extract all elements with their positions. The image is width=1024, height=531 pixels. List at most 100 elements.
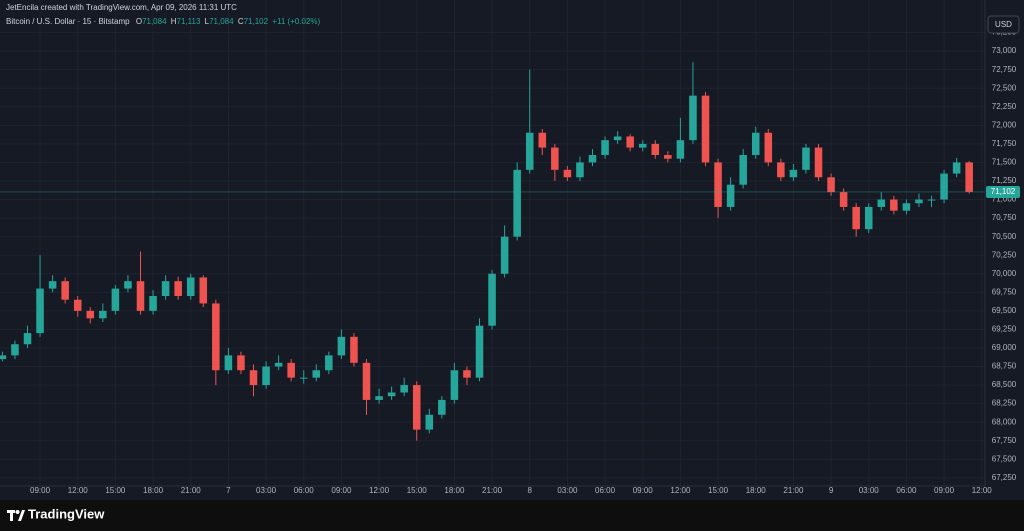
candle-body (802, 147, 810, 170)
candle-body (337, 336, 346, 356)
x-tick-label: 15:00 (708, 486, 729, 495)
x-tick-label: 18:00 (444, 486, 465, 495)
candle-body (262, 366, 270, 386)
x-tick-label: 18:00 (746, 486, 767, 495)
candle-body (463, 370, 471, 378)
candle-body (11, 344, 19, 356)
candle-body (739, 155, 747, 185)
candle-body (99, 310, 107, 319)
y-tick-label: 69,500 (992, 306, 1017, 315)
credit: JetEncila created with TradingView.com, … (6, 3, 237, 12)
candle-body (751, 132, 760, 156)
currency-button[interactable] (987, 15, 1020, 34)
candle-body (412, 385, 421, 430)
candle-body (764, 132, 773, 163)
candle-body (387, 392, 396, 397)
brand: TradingView (28, 506, 105, 521)
y-tick-label: 73,000 (992, 46, 1017, 55)
ohlc-value: 71,084 (209, 17, 234, 26)
ohlc-value: 71,102 (244, 17, 269, 26)
y-tick-label: 71,500 (992, 158, 1017, 167)
x-tick-label: 21:00 (783, 486, 804, 495)
candle-body (325, 355, 333, 371)
x-tick-label: 03:00 (256, 486, 277, 495)
ohlc-value: 71,113 (177, 17, 201, 26)
candle-body (927, 199, 936, 201)
x-tick-label: 09:00 (633, 486, 654, 495)
candle-body (940, 173, 948, 200)
candle-body (73, 299, 82, 311)
candle-body (23, 333, 32, 345)
symbol: Bitcoin / U.S. Dollar · 15 · Bitstamp (6, 17, 130, 26)
y-tick-label: 68,250 (992, 399, 1017, 408)
ohlc-key: H (171, 17, 177, 26)
y-tick-label: 71,750 (992, 139, 1017, 148)
y-tick-label: 72,750 (992, 65, 1017, 74)
candle-body (299, 377, 308, 379)
candle-body (877, 199, 886, 207)
candle-body (48, 281, 57, 289)
candle-body (525, 132, 534, 170)
candle-body (212, 303, 220, 371)
x-tick-label: 12:00 (670, 486, 691, 495)
currency[interactable]: USD (995, 20, 1012, 29)
axis: 67,250 67,500 67,750 68,000 68,250 68,500 68,7… (30, 28, 1020, 495)
x-tick-label: 12:00 (68, 486, 89, 495)
candle-body (777, 162, 785, 178)
last-price-label: 71,102 (991, 187, 1016, 196)
x-tick-label: 03:00 (859, 486, 880, 495)
ohlc-key: O (136, 17, 142, 26)
candle-body (689, 95, 697, 141)
last-price-box (986, 185, 1020, 198)
candle-body (274, 362, 283, 367)
candle-body (513, 169, 521, 237)
candle-body (676, 140, 685, 159)
candle-body (488, 273, 496, 326)
y-tick-label: 67,250 (992, 473, 1017, 482)
x-tick-label: 06:00 (294, 486, 315, 495)
y-tick-label: 70,000 (992, 269, 1017, 278)
candle-body (199, 277, 208, 304)
ohlc-key: L (205, 17, 210, 26)
candle-body (538, 132, 547, 148)
candle-body (86, 310, 95, 319)
x-tick-label: 12:00 (369, 486, 390, 495)
candle-body (400, 385, 408, 393)
x-tick-label: 8 (528, 486, 533, 495)
candle-body (249, 370, 258, 386)
y-tick-label: 72,500 (992, 83, 1017, 92)
y-tick-label: 72,000 (992, 120, 1017, 129)
brand-logo (7, 510, 25, 521)
candle-body (626, 136, 634, 148)
x-tick-label: 03:00 (557, 486, 578, 495)
candle-body (952, 162, 961, 174)
y-tick-label: 67,750 (992, 436, 1017, 445)
x-tick-label: 18:00 (143, 486, 164, 495)
candle-body (714, 162, 722, 207)
candle-body (111, 288, 120, 311)
logo-shape (15, 510, 20, 514)
candle-body (664, 155, 672, 159)
y-tick-label: 70,250 (992, 250, 1017, 259)
candle-body (814, 147, 823, 178)
candle-body (500, 236, 509, 274)
candle-body (186, 277, 195, 297)
y-tick-label: 68,000 (992, 417, 1017, 426)
candle-body (475, 325, 484, 378)
candle-body (161, 281, 170, 297)
candle-body (350, 336, 358, 363)
candle-body (701, 95, 710, 163)
x-tick-label: 21:00 (181, 486, 202, 495)
logo-shape (18, 510, 25, 521)
candle-body (375, 396, 383, 400)
candle-body (563, 169, 572, 178)
candle-body (36, 288, 44, 334)
grid (0, 0, 985, 486)
candle-body (287, 362, 295, 378)
candle-body (827, 177, 835, 193)
x-tick-label: 06:00 (896, 486, 917, 495)
ohlc-value: 71,084 (142, 17, 167, 26)
x-tick-label: 06:00 (595, 486, 616, 495)
